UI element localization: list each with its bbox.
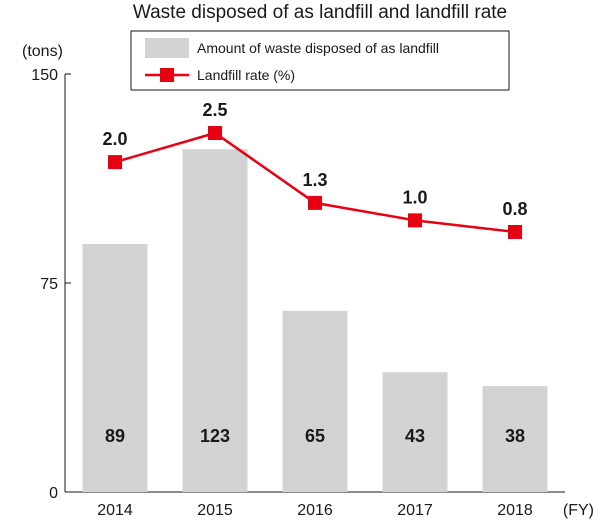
rate-marker-2014 — [108, 155, 122, 170]
x-tick-label: 2014 — [97, 502, 133, 519]
bar-value-label: 65 — [305, 426, 325, 446]
rate-marker-2015 — [208, 126, 222, 140]
line-series — [108, 126, 522, 239]
rate-value-label: 1.3 — [302, 170, 327, 190]
bar-value-label: 123 — [200, 426, 230, 446]
rate-value-label: 1.0 — [402, 187, 427, 207]
bar-2018 — [482, 386, 548, 492]
chart-title: Waste disposed of as landfill and landfi… — [133, 2, 507, 23]
y-tick-label: 75 — [40, 276, 58, 293]
bar-value-label: 38 — [505, 426, 525, 446]
legend-box — [130, 30, 510, 91]
rate-marker-2018 — [508, 225, 522, 239]
bar-2017 — [382, 372, 448, 492]
x-axis-unit: (FY) — [563, 502, 594, 519]
bar-series — [82, 149, 548, 493]
bar-2015 — [182, 149, 248, 493]
x-tick-label: 2015 — [197, 502, 233, 519]
y-tick-label: 0 — [49, 485, 58, 502]
legend-line-marker — [160, 68, 174, 82]
legend: Amount of waste disposed of as landfill … — [130, 30, 510, 91]
legend-bar-swatch — [145, 38, 189, 58]
y-axis-unit: (tons) — [22, 43, 63, 60]
bar-2016 — [282, 310, 348, 492]
bar-value-label: 89 — [105, 426, 125, 446]
legend-bar-label: Amount of waste disposed of as landfill — [197, 40, 439, 56]
axes: 150 75 0 (FY) — [31, 67, 594, 519]
bar-data-labels: 89 123 65 43 38 — [105, 426, 525, 446]
x-tick-labels: 2014 2015 2016 2017 2018 — [97, 502, 533, 519]
x-tick-label: 2017 — [397, 502, 433, 519]
y-tick-label: 150 — [31, 67, 58, 84]
rate-marker-2016 — [308, 195, 322, 210]
bar-value-label: 43 — [405, 426, 425, 446]
rate-value-label: 2.5 — [202, 100, 227, 120]
x-tick-label: 2016 — [297, 502, 333, 519]
rate-marker-2017 — [408, 213, 422, 228]
rate-value-label: 2.0 — [102, 129, 127, 149]
legend-line-label: Landfill rate (%) — [197, 67, 295, 83]
rate-value-label: 0.8 — [502, 199, 527, 219]
x-tick-label: 2018 — [497, 502, 533, 519]
line-data-labels: 2.0 2.5 1.3 1.0 0.8 — [102, 100, 527, 219]
bar-2014 — [82, 243, 148, 492]
